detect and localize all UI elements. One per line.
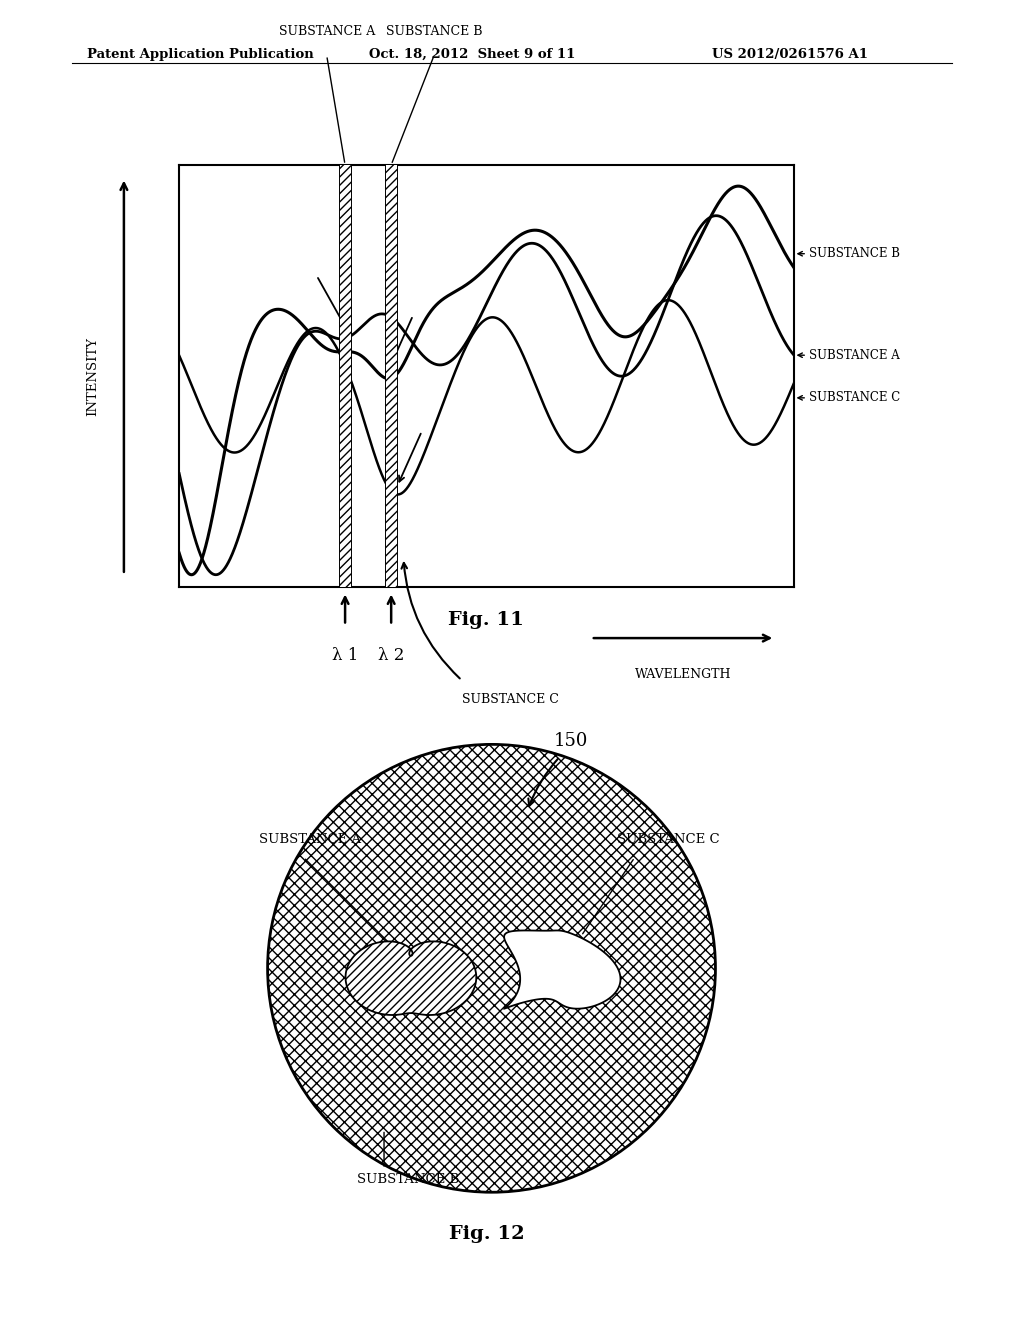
Text: 150: 150 — [554, 731, 589, 750]
Text: SUBSTANCE B: SUBSTANCE B — [386, 25, 482, 38]
Text: SUBSTANCE A: SUBSTANCE A — [259, 833, 360, 846]
Ellipse shape — [267, 744, 716, 1192]
Text: Fig. 12: Fig. 12 — [449, 1225, 524, 1243]
Text: λ 1: λ 1 — [332, 647, 358, 664]
Text: SUBSTANCE A: SUBSTANCE A — [279, 25, 375, 38]
Text: US 2012/0261576 A1: US 2012/0261576 A1 — [712, 48, 867, 61]
Text: λ 2: λ 2 — [378, 647, 404, 664]
Polygon shape — [345, 941, 476, 1015]
Polygon shape — [504, 931, 621, 1008]
Text: INTENSITY: INTENSITY — [87, 337, 99, 416]
Text: Patent Application Publication: Patent Application Publication — [87, 48, 313, 61]
Text: SUBSTANCE C: SUBSTANCE C — [616, 833, 720, 846]
Bar — [339, 144, 351, 609]
Bar — [385, 144, 397, 609]
Text: SUBSTANCE A: SUBSTANCE A — [809, 348, 900, 362]
Text: SUBSTANCE B: SUBSTANCE B — [809, 247, 900, 260]
Text: WAVELENGTH: WAVELENGTH — [635, 668, 731, 681]
Text: SUBSTANCE C: SUBSTANCE C — [462, 693, 559, 706]
Text: Fig. 11: Fig. 11 — [449, 611, 524, 630]
Text: SUBSTANCE C: SUBSTANCE C — [809, 391, 900, 404]
Text: Oct. 18, 2012  Sheet 9 of 11: Oct. 18, 2012 Sheet 9 of 11 — [369, 48, 575, 61]
Text: SUBSTANCE B: SUBSTANCE B — [357, 1173, 460, 1187]
